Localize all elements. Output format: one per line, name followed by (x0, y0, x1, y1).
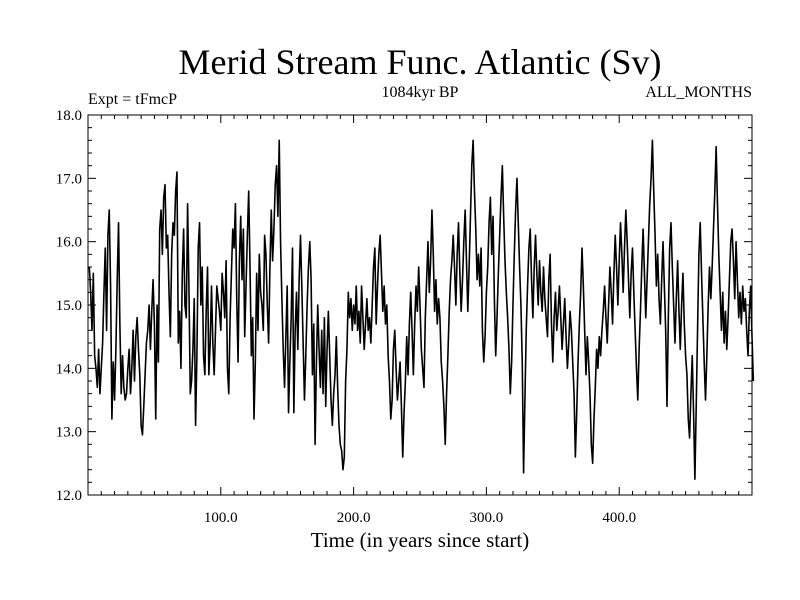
chart-title: Merid Stream Func. Atlantic (Sv) (179, 42, 662, 82)
plot-frame (87, 114, 753, 496)
x-axis-label: Time (in years since start) (311, 528, 530, 552)
y-tick-label: 12.0 (56, 488, 82, 504)
experiment-label: Expt = tFmcP (88, 91, 177, 108)
y-tick-label: 15.0 (56, 298, 82, 314)
months-label: ALL_MONTHS (645, 84, 752, 101)
y-tick-label: 13.0 (56, 425, 82, 441)
series-line (88, 139, 755, 480)
period-label: 1084kyr BP (382, 84, 459, 101)
y-tick-label: 18.0 (56, 108, 82, 124)
y-tick-label: 16.0 (56, 235, 82, 251)
x-tick-label: 300.0 (470, 510, 504, 526)
x-axis: 100.0 200.0 300.0 400.0 (100, 115, 740, 526)
y-axis: 12.0 13.0 14.0 15.0 16.0 17.0 18.0 (56, 108, 752, 504)
y-tick-label: 14.0 (56, 361, 82, 377)
x-tick-label: 200.0 (337, 510, 371, 526)
x-tick-label: 100.0 (204, 510, 238, 526)
x-tick-label: 400.0 (602, 510, 636, 526)
y-tick-label: 17.0 (56, 171, 82, 187)
